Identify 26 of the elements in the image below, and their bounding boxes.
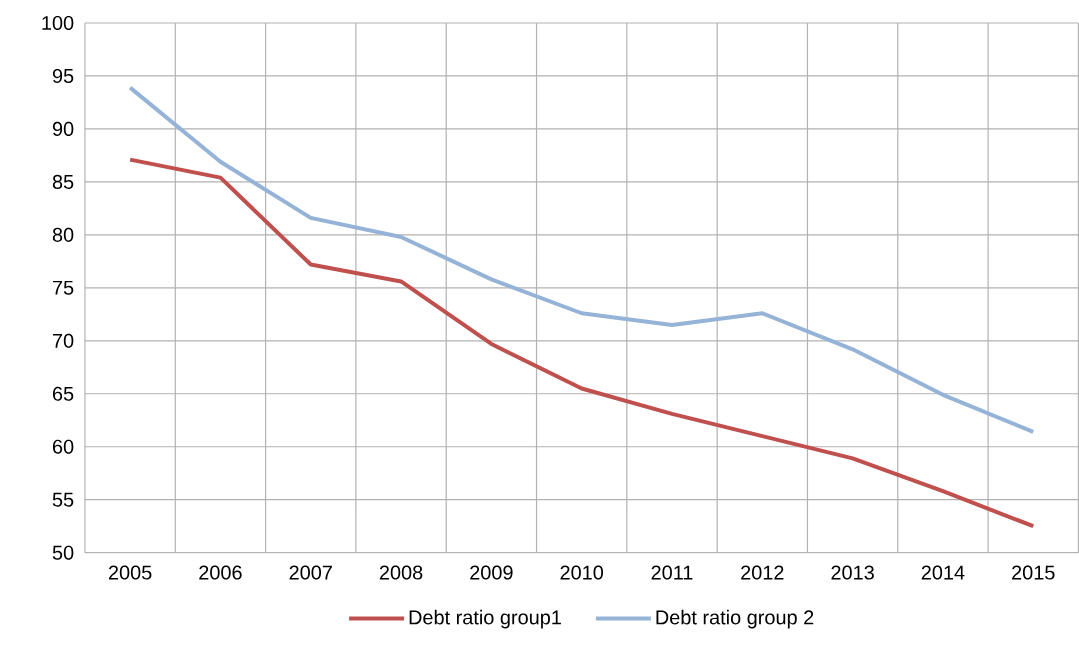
x-tick-label: 2007 [289, 565, 332, 580]
x-tick-label: 2012 [741, 565, 784, 580]
y-tick-label: 65 [52, 386, 74, 401]
x-tick-label: 2013 [831, 565, 874, 580]
x-tick-label: 2010 [560, 565, 604, 580]
y-tick-label: 50 [52, 545, 74, 560]
legend-label: Debt ratio group 2 [656, 610, 814, 629]
x-tick-label: 2014 [921, 565, 965, 580]
y-tick-label: 100 [42, 16, 74, 31]
x-tick-label: 2015 [1012, 565, 1055, 580]
y-tick-label: 60 [52, 439, 74, 454]
y-tick-label: 80 [52, 228, 74, 243]
x-tick-label: 2011 [651, 565, 693, 580]
y-tick-label: 85 [52, 175, 74, 190]
y-tick-label: 90 [52, 122, 74, 137]
line-series [128, 157, 1036, 529]
y-tick-label: 55 [52, 492, 74, 507]
y-tick-label: 75 [52, 281, 74, 295]
x-tick-label: 2005 [108, 565, 152, 580]
x-tick-label: 2008 [379, 565, 423, 580]
x-tick-label: 2009 [470, 565, 513, 580]
x-tick-label: 2006 [199, 565, 242, 580]
legend-label: Debt ratio group1 [409, 610, 561, 629]
y-tick-label: 70 [52, 333, 74, 349]
line-series [128, 85, 1036, 435]
y-tick-label: 95 [52, 69, 74, 84]
